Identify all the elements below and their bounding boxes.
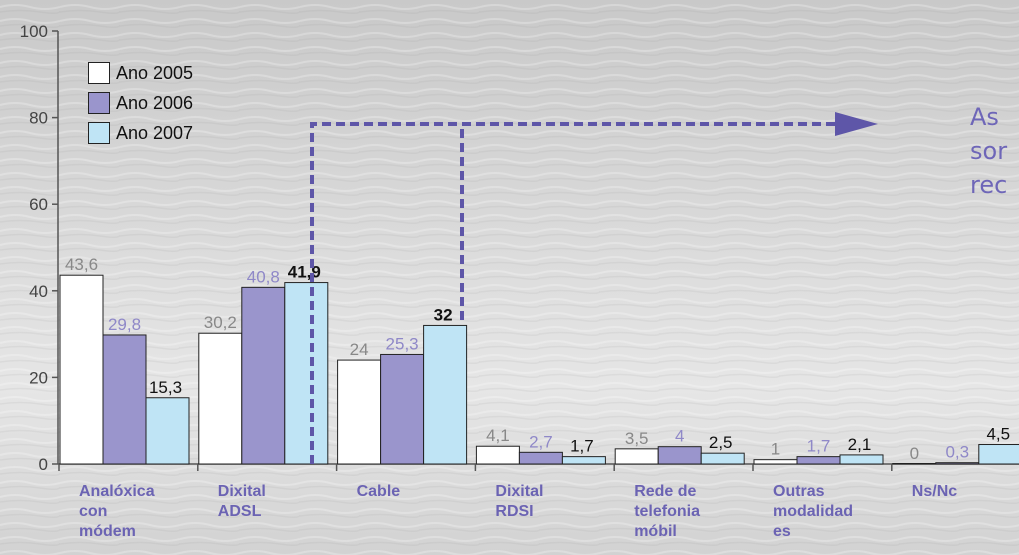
- legend-swatch-2007: [88, 122, 110, 144]
- callout-line: As: [970, 100, 1019, 134]
- data-label: 4,5: [986, 425, 1010, 444]
- data-label: 2,1: [848, 435, 872, 454]
- legend-label-2007: Ano 2007: [116, 123, 193, 144]
- data-label: 15,3: [149, 378, 182, 397]
- x-tick-label-line: módem: [79, 522, 155, 542]
- data-label: 29,8: [108, 315, 141, 334]
- x-tick-label: Ns/Nc: [912, 482, 957, 502]
- x-tick-label-line: Analóxica: [79, 482, 155, 502]
- data-label: 3,5: [625, 429, 649, 448]
- x-tick-label: Rede de telefonia móbil: [634, 482, 700, 542]
- x-tick-label-line: RDSI: [495, 502, 543, 522]
- y-tick-label: 40: [29, 282, 48, 301]
- data-label: 4: [675, 427, 684, 446]
- bar: [476, 446, 519, 464]
- bar: [285, 283, 328, 464]
- data-label: 32: [434, 305, 453, 324]
- x-tick-label-line: Ns/Nc: [912, 482, 957, 502]
- bar: [754, 460, 797, 464]
- bar: [701, 453, 744, 464]
- bar: [103, 335, 146, 464]
- data-label: 1,7: [807, 437, 831, 456]
- y-tick-label: 20: [29, 368, 48, 387]
- data-label: 4,1: [486, 426, 510, 445]
- data-label: 2,7: [529, 432, 553, 451]
- bar: [893, 464, 936, 465]
- data-label: 41,9: [288, 263, 321, 282]
- y-tick-label: 100: [20, 22, 48, 41]
- x-tick-label-line: Dixital: [495, 482, 543, 502]
- data-label: 0: [910, 444, 919, 463]
- x-tick-label-line: Cable: [357, 482, 401, 502]
- data-label: 30,2: [204, 313, 237, 332]
- callout-line: sor: [970, 134, 1019, 168]
- bar: [562, 457, 605, 464]
- bar: [658, 447, 701, 464]
- x-tick-label: Dixital RDSI: [495, 482, 543, 522]
- bar: [146, 398, 189, 464]
- x-tick-label-line: Dixital: [218, 482, 266, 502]
- x-tick-label-line: ADSL: [218, 502, 266, 522]
- data-label: 1: [771, 440, 780, 459]
- y-tick-label: 80: [29, 109, 48, 128]
- x-tick-label-line: Rede de: [634, 482, 700, 502]
- data-label: 24: [350, 340, 369, 359]
- bar: [424, 325, 467, 464]
- x-tick-label: Dixital ADSL: [218, 482, 266, 522]
- legend-label-2006: Ano 2006: [116, 93, 193, 114]
- data-label: 2,5: [709, 433, 733, 452]
- legend-label-2005: Ano 2005: [116, 63, 193, 84]
- legend-swatch-2005: [88, 62, 110, 84]
- legend-swatch-2006: [88, 92, 110, 114]
- x-tick-label: Cable: [357, 482, 401, 502]
- legend: Ano 2005 Ano 2006 Ano 2007: [88, 58, 193, 148]
- bar: [840, 455, 883, 464]
- data-label: 43,6: [65, 255, 98, 274]
- y-tick-label: 0: [39, 455, 48, 474]
- bar: [338, 360, 381, 464]
- bar: [60, 275, 103, 464]
- bar: [615, 449, 658, 464]
- data-label: 40,8: [247, 267, 280, 286]
- x-tick-label-line: modalidad: [773, 502, 853, 522]
- data-label: 25,3: [386, 334, 419, 353]
- x-tick-label-line: con: [79, 502, 155, 522]
- callout-text: As sor rec: [970, 100, 1019, 202]
- bar: [936, 463, 979, 464]
- data-label: 1,7: [570, 437, 594, 456]
- bar: [381, 354, 424, 464]
- callout-line: rec: [970, 168, 1019, 202]
- x-tick-label-line: telefonia: [634, 502, 700, 522]
- x-tick-label: Analóxica con módem: [79, 482, 155, 542]
- bar: [242, 287, 285, 464]
- y-tick-label: 60: [29, 195, 48, 214]
- bar: [519, 452, 562, 464]
- x-tick-label-line: es: [773, 522, 853, 542]
- x-tick-label: Outras modalidad es: [773, 482, 853, 542]
- x-tick-label-line: móbil: [634, 522, 700, 542]
- data-label: 0,3: [945, 443, 969, 462]
- bar: [797, 457, 840, 464]
- legend-item-2007: Ano 2007: [88, 118, 193, 148]
- legend-item-2005: Ano 2005: [88, 58, 193, 88]
- x-tick-label-line: Outras: [773, 482, 853, 502]
- bar: [199, 333, 242, 464]
- bar: [979, 445, 1019, 464]
- legend-item-2006: Ano 2006: [88, 88, 193, 118]
